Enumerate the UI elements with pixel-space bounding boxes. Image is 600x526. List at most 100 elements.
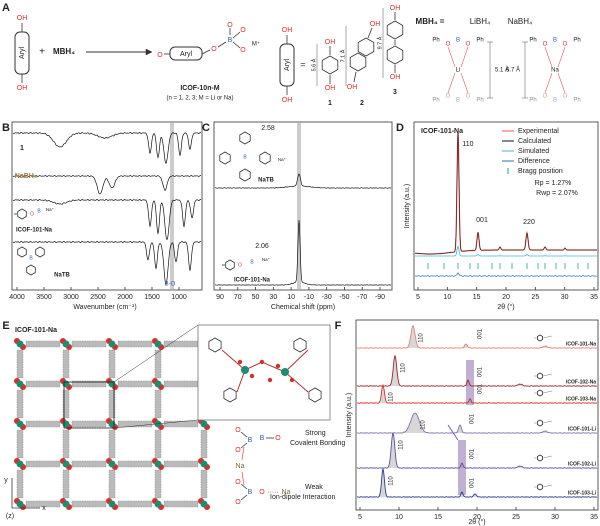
trace-label: ICOF-101-Na	[234, 278, 271, 284]
atom: Ph	[529, 98, 536, 104]
sample-label: ICOF-101-Li	[568, 426, 597, 432]
pxrd-trace	[356, 384, 598, 404]
atom: O	[235, 499, 241, 506]
node-sodium	[108, 500, 116, 508]
distance: 9.7 Å	[376, 36, 383, 49]
dots: ·····	[267, 489, 279, 496]
node-sodium	[62, 500, 70, 508]
plot-frame	[11, 121, 203, 291]
atom: O	[563, 94, 568, 100]
x-tick-label: 25	[512, 514, 520, 521]
atom: O	[211, 46, 217, 53]
line	[113, 419, 199, 429]
linker-number: 2	[360, 100, 364, 107]
atom: Ph	[529, 38, 536, 44]
x-tick-label: 3000	[63, 294, 79, 301]
ring	[293, 337, 307, 353]
aryl-label: Aryl	[284, 59, 291, 72]
peak-label: 001	[470, 477, 476, 488]
rod	[200, 469, 208, 499]
rod	[16, 469, 24, 499]
atom: O	[235, 479, 241, 486]
peak-label: 110	[389, 476, 395, 486]
atom: O	[238, 262, 242, 268]
arrow-head	[145, 48, 153, 56]
atom: O	[259, 489, 265, 496]
x-axis-label: 2θ (°)	[468, 518, 485, 526]
line	[542, 484, 553, 488]
x-axis-label: 2θ (°)	[497, 303, 514, 311]
atom: B	[29, 255, 33, 261]
rod	[117, 420, 153, 428]
panel-letter: D	[396, 122, 404, 134]
ring	[17, 208, 27, 220]
ring	[537, 389, 543, 397]
x-tick-label: 50	[252, 294, 260, 301]
trace-label: ICOF-101-Na	[16, 228, 53, 234]
rod	[71, 460, 107, 468]
nmr-trace	[214, 220, 391, 286]
x-tick-label: 10	[287, 294, 295, 301]
line	[542, 420, 553, 424]
atom: OH	[282, 97, 293, 104]
rod	[117, 500, 153, 508]
peak-label: 001	[478, 383, 484, 394]
inset-oxygen	[275, 363, 281, 369]
peak-fill	[357, 413, 597, 434]
line	[542, 455, 553, 459]
peak-label: 001	[478, 328, 484, 339]
peak-label: 110	[462, 141, 473, 148]
plot-frame	[413, 121, 599, 291]
line	[367, 27, 373, 39]
ring	[219, 151, 231, 165]
line	[240, 442, 248, 449]
panel-letter: B	[2, 122, 10, 134]
ring	[537, 334, 543, 342]
ring	[26, 264, 36, 276]
ring	[259, 151, 271, 165]
ring	[239, 168, 251, 182]
peak-label: 220	[523, 219, 535, 226]
panel-letter: E	[2, 320, 9, 332]
atom: B	[553, 98, 557, 104]
node-sodium	[200, 500, 208, 508]
atom: Na	[236, 463, 245, 470]
rod	[108, 429, 116, 459]
line	[240, 494, 248, 501]
band-label: B-O	[165, 282, 176, 288]
ring	[321, 55, 339, 75]
atom: OH	[17, 15, 28, 22]
atom: B	[248, 489, 253, 496]
arrow	[447, 424, 459, 441]
pxrd-trace	[356, 324, 598, 349]
rod	[154, 349, 162, 379]
x-tick-label: 20	[502, 294, 510, 301]
atom: Ph	[573, 98, 580, 104]
rod	[62, 349, 70, 379]
line	[217, 41, 227, 48]
simulated	[415, 245, 597, 257]
x-tick-label: 25	[531, 294, 539, 301]
x-tick-label: 70	[234, 294, 242, 301]
ir-trace	[12, 199, 202, 241]
sample-label: ICOF-103-Na	[566, 396, 596, 402]
x-tick-label: 15	[473, 294, 481, 301]
line	[232, 31, 241, 39]
atom: B	[456, 38, 460, 44]
inset-oxygen	[259, 359, 265, 365]
product-note: (n = 1, 2, 3; M = Li or Na)	[166, 96, 233, 102]
legend-label: Bragg position	[518, 168, 563, 175]
atom: Ph	[432, 98, 439, 104]
line	[542, 373, 553, 377]
ir-trace	[12, 132, 202, 164]
x-axis-label: Chemical shift (ppm)	[271, 304, 335, 311]
x-tick-label: 30	[269, 294, 277, 301]
ring	[308, 387, 322, 403]
node-sodium	[16, 380, 24, 388]
trace-label: 1	[20, 145, 24, 152]
aryl-label: Aryl	[180, 51, 193, 58]
node-sodium	[108, 340, 116, 348]
node-sodium	[108, 460, 116, 468]
axis-name: y	[4, 477, 8, 484]
atom: B	[553, 38, 557, 44]
